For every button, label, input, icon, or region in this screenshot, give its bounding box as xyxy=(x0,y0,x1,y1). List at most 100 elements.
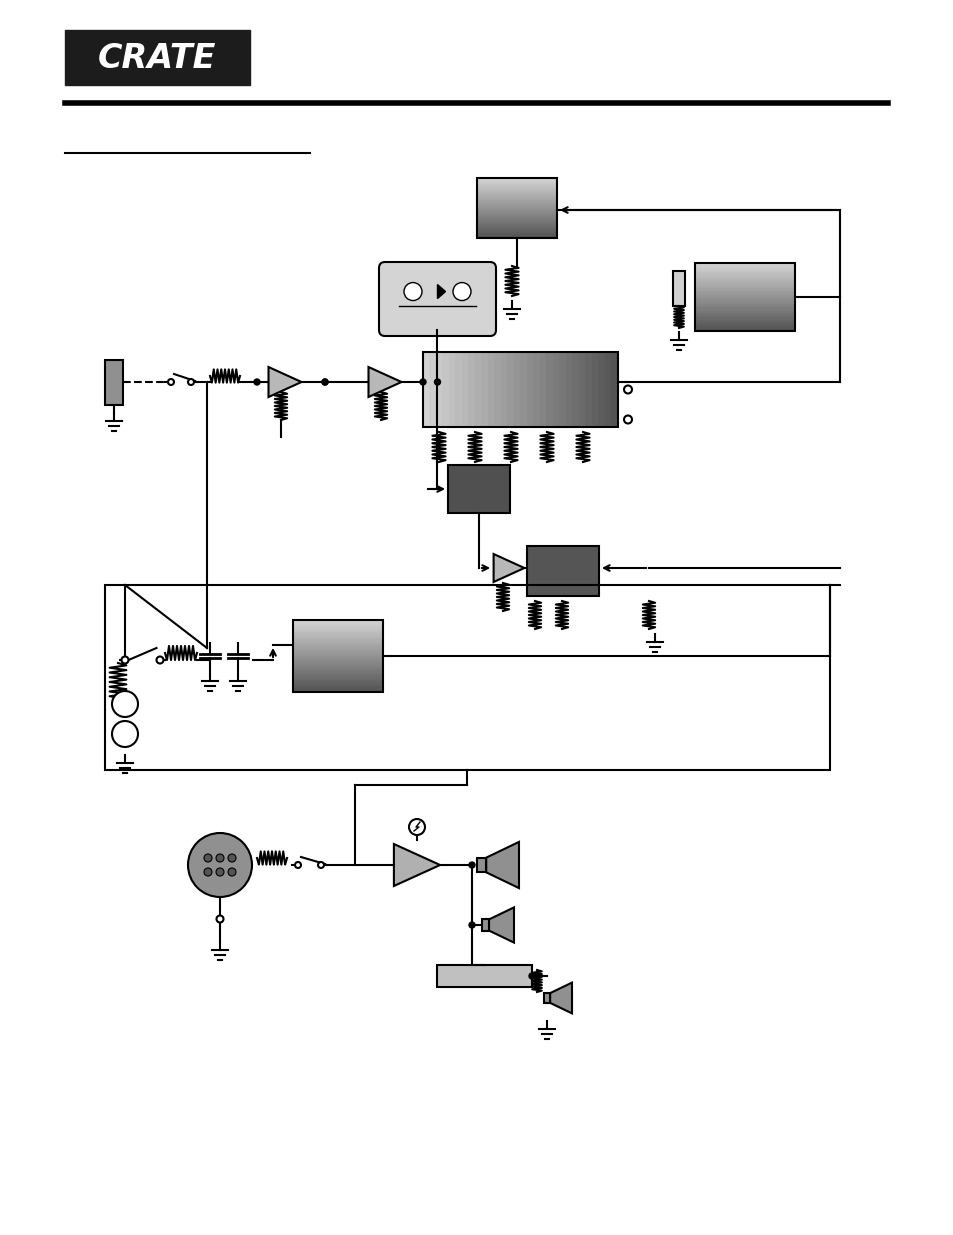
Bar xyxy=(476,224,557,226)
Bar xyxy=(488,352,494,427)
Bar xyxy=(695,301,794,304)
Bar xyxy=(695,320,794,322)
Bar xyxy=(476,191,557,194)
Bar xyxy=(105,359,123,405)
Bar xyxy=(598,352,604,427)
Circle shape xyxy=(112,692,138,718)
Polygon shape xyxy=(550,983,572,1014)
Bar xyxy=(293,643,382,646)
Bar xyxy=(476,184,557,186)
Bar xyxy=(695,299,794,301)
Polygon shape xyxy=(437,284,445,299)
Polygon shape xyxy=(489,908,514,942)
Circle shape xyxy=(317,862,324,868)
Bar xyxy=(293,683,382,684)
Bar xyxy=(533,352,539,427)
Bar xyxy=(293,635,382,637)
Circle shape xyxy=(453,283,471,300)
Polygon shape xyxy=(493,555,524,582)
Bar xyxy=(476,230,557,232)
Bar xyxy=(476,200,557,203)
Circle shape xyxy=(623,415,631,424)
Bar xyxy=(455,352,461,427)
Bar xyxy=(476,203,557,204)
Bar xyxy=(695,263,794,266)
Bar xyxy=(476,182,557,184)
Circle shape xyxy=(253,379,260,385)
Bar xyxy=(585,352,592,427)
Bar xyxy=(695,277,794,279)
Bar xyxy=(695,269,794,272)
Bar xyxy=(539,352,546,427)
Bar xyxy=(293,653,382,656)
Bar xyxy=(695,268,794,269)
Bar xyxy=(476,178,557,180)
Bar xyxy=(293,658,382,661)
Circle shape xyxy=(156,657,163,663)
Bar xyxy=(449,352,455,427)
Bar xyxy=(422,352,618,427)
Bar xyxy=(695,295,794,296)
Bar xyxy=(695,293,794,295)
Text: CRATE: CRATE xyxy=(98,42,216,74)
Circle shape xyxy=(168,379,173,385)
Bar xyxy=(695,326,794,329)
Bar xyxy=(293,646,382,648)
Bar xyxy=(494,352,500,427)
Bar xyxy=(293,671,382,673)
Bar xyxy=(514,352,520,427)
Bar xyxy=(695,309,794,310)
Bar xyxy=(695,329,794,331)
Bar xyxy=(695,315,794,317)
Bar xyxy=(293,666,382,668)
Circle shape xyxy=(294,862,301,868)
Bar xyxy=(436,965,532,987)
Circle shape xyxy=(204,868,212,876)
Bar xyxy=(604,352,611,427)
Bar xyxy=(526,546,598,597)
Bar xyxy=(476,236,557,238)
Polygon shape xyxy=(368,367,401,396)
Polygon shape xyxy=(486,842,518,888)
Bar xyxy=(695,279,794,282)
Bar xyxy=(553,352,558,427)
Bar xyxy=(695,282,794,283)
Circle shape xyxy=(322,379,328,385)
Circle shape xyxy=(112,721,138,747)
Circle shape xyxy=(215,868,224,876)
Bar xyxy=(105,585,829,769)
Bar xyxy=(461,352,468,427)
Circle shape xyxy=(469,923,475,927)
Bar xyxy=(476,228,557,230)
Circle shape xyxy=(434,379,440,385)
Bar xyxy=(476,216,557,219)
Bar xyxy=(476,186,557,188)
Bar xyxy=(293,620,382,622)
Circle shape xyxy=(121,657,129,663)
Bar xyxy=(293,689,382,692)
Circle shape xyxy=(204,853,212,862)
Bar xyxy=(695,274,794,277)
Polygon shape xyxy=(268,367,301,396)
Bar xyxy=(592,352,598,427)
Bar xyxy=(442,352,449,427)
Circle shape xyxy=(409,819,424,835)
Circle shape xyxy=(322,379,328,385)
Bar xyxy=(476,210,557,212)
Bar xyxy=(695,306,794,309)
Bar xyxy=(695,290,794,293)
Bar xyxy=(695,312,794,315)
Bar xyxy=(695,272,794,274)
Bar xyxy=(476,194,557,196)
Bar xyxy=(578,352,585,427)
Bar xyxy=(293,620,382,692)
Bar xyxy=(481,352,488,427)
Bar xyxy=(476,226,557,228)
Circle shape xyxy=(623,385,631,394)
Bar xyxy=(672,270,684,306)
Bar xyxy=(476,219,557,220)
Bar xyxy=(293,632,382,635)
Bar xyxy=(293,680,382,683)
Bar xyxy=(293,684,382,687)
Bar xyxy=(293,625,382,627)
